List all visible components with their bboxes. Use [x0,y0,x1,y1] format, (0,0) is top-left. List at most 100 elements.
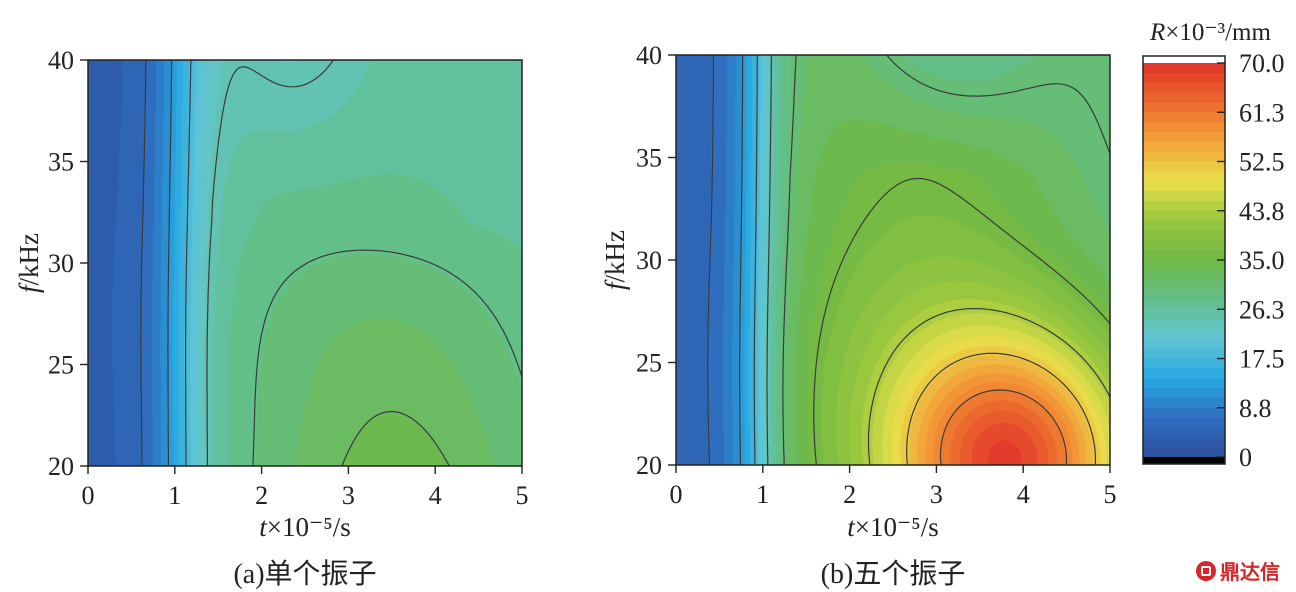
colorbar-band [1143,338,1225,350]
colorbar-band [1143,250,1225,261]
colorbar-band [1143,102,1225,113]
colorbar-band [1143,161,1225,172]
colorbar-band [1143,348,1225,360]
colorbar-band [1143,112,1225,123]
colorbar-tick-label: 17.5 [1239,345,1285,374]
contour-line [939,389,1068,466]
y-tick-label: 20 [636,451,662,480]
colorbar-tick-label: 43.8 [1239,197,1285,226]
colorbar-tick-label: 61.3 [1239,98,1285,127]
y-tick-label: 30 [48,249,74,278]
x-tick-label: 3 [930,480,943,509]
colorbar-band [1143,122,1225,133]
colorbar-band [1143,151,1225,163]
colorbar-ticks: 70.0 61.3 52.5 43.8 35.0 26.3 17.5 8.8 0 [1217,49,1285,472]
colorbar-band [1143,378,1225,389]
colorbar-band [1143,210,1225,222]
logo-icon [1196,560,1216,581]
colorbar-band [1143,230,1225,241]
colorbar-band [1143,289,1225,300]
x-tick-label: 4 [429,481,442,510]
colorbar-band [1143,407,1225,419]
colorbar-band [1143,279,1225,291]
contour-line [185,59,192,466]
colorbar-band [1143,200,1225,212]
colorbar-band [1143,427,1225,438]
contour-line [140,59,147,466]
contour-line [753,55,758,466]
colorbar-band [1143,269,1225,281]
colorbar-band [1143,328,1225,340]
caption-a: (a)单个振子 [233,558,376,590]
y-tick-label: 35 [48,148,74,177]
y-tick-label: 40 [636,41,662,70]
heatmap-b-field [676,55,1110,465]
caption-b: (b)五个振子 [821,558,966,590]
contours-a [140,59,523,467]
colorbar-overflow-top [1143,56,1225,63]
colorbar-band [1143,171,1225,182]
x-tick-label: 3 [342,481,355,510]
y-tick-label: 20 [48,452,74,481]
y-tick-label: 25 [48,351,74,380]
colorbar-band [1143,358,1225,369]
ticks-a: 0 1 2 3 4 5 20 25 30 35 40 [48,46,529,510]
colorbar-tick-label: 0 [1239,443,1252,472]
colorbar-band [1143,299,1225,310]
colorbar-band [1143,397,1225,409]
watermark-text: 鼎达信 [1220,560,1280,584]
colorbar-band [1143,368,1225,379]
contour-line [813,177,1111,466]
x-tick-label: 0 [82,481,95,510]
colorbar-tick-label: 8.8 [1239,394,1272,423]
heatmap-a-field [88,60,522,466]
contour-line [707,55,714,466]
x-axis-label-a: t×10⁻⁵/s [259,512,350,542]
watermark-logo: 鼎达信 [1196,556,1280,585]
colorbar-band [1143,437,1225,448]
panel-b: 0 1 2 3 4 5 20 25 30 35 40 t×10⁻⁵/s f/kHz (b)五个振子 [600,41,1117,590]
y-tick-label: 35 [636,144,662,173]
colorbar-band [1143,191,1225,202]
colorbar-band [1143,220,1225,232]
x-axis-label-b: t×10⁻⁵/s [847,512,938,542]
contour-line [766,55,772,465]
colorbar-band [1143,131,1225,143]
x-tick-label: 1 [168,481,181,510]
x-tick-label: 2 [843,480,856,509]
colorbar-band [1143,447,1225,458]
colorbar-band [1143,92,1225,103]
contour-line [252,249,523,467]
colorbar-overflow-bottom [1143,457,1225,464]
y-tick-label: 30 [636,246,662,275]
colorbar-band [1143,240,1225,251]
ticks-b: 0 1 2 3 4 5 20 25 30 35 40 [636,41,1117,509]
panel-a: 0 1 2 3 4 5 20 25 30 35 40 t×10⁻⁵/s f/kHz (a)单个振子 [14,46,529,590]
contour-line [206,59,334,466]
colorbar-band [1143,141,1225,153]
x-tick-label: 5 [1104,480,1117,509]
x-tick-label: 0 [670,480,683,509]
colorbar-tick-label: 35.0 [1239,246,1285,275]
colorbar-tick-label: 52.5 [1239,148,1285,177]
colorbar-tick-label: 26.3 [1239,295,1285,324]
contour-line [739,54,744,466]
colorbar-gradient [1143,56,1225,464]
y-axis-label-b: f/kHz [600,230,630,290]
colorbar-band [1143,260,1225,271]
y-tick-label: 40 [48,46,74,75]
colorbar-band [1143,82,1225,94]
colorbar-band [1143,319,1225,330]
x-tick-label: 1 [756,480,769,509]
contour-line [167,60,173,466]
x-tick-label: 5 [516,481,529,510]
x-tick-label: 4 [1017,480,1030,509]
colorbar-band [1143,388,1225,399]
contour-line [906,352,1096,466]
colorbar-band [1143,63,1225,74]
colorbar-tick-label: 70.0 [1239,49,1285,78]
colorbar-band [1143,72,1225,84]
colorbar-band [1143,309,1225,320]
y-tick-label: 25 [636,349,662,378]
